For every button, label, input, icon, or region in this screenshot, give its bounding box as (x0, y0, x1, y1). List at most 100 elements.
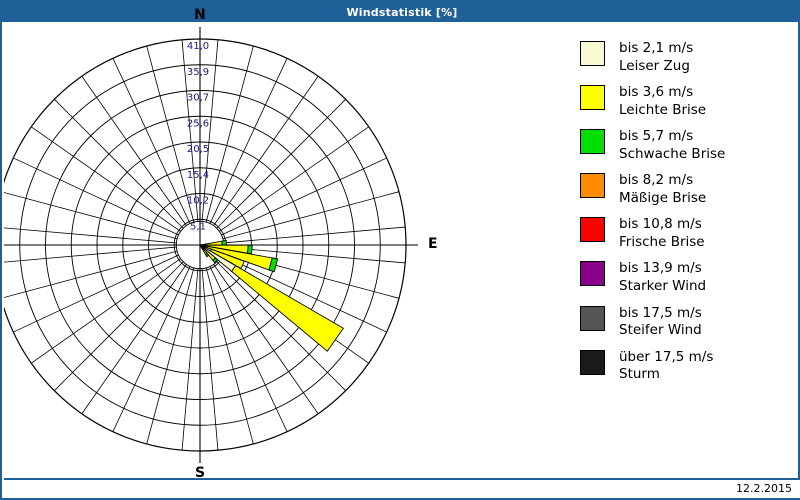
radial-tick-label: 20,5 (187, 144, 209, 155)
grid-spoke (81, 264, 187, 414)
grid-spoke (216, 99, 346, 229)
legend-item-text: bis 10,8 m/s Frische Brise (619, 216, 705, 251)
legend-item-name: Leiser Zug (619, 57, 690, 74)
wind-rose-svg: 5,1 10,2 15,4 20,5 25,6 30,7 35,9 41,0 (4, 27, 418, 463)
legend-item-text: bis 8,2 m/s Mäßige Brise (619, 172, 706, 207)
legend: bis 2,1 m/s Leiser Zug bis 3,6 m/s Leichte … (580, 40, 795, 393)
grid-spoke (146, 267, 195, 445)
wind-rose-chart: 5,110,215,420,525,630,735,941,0 N E S W (4, 7, 562, 481)
wind-rose-petals (199, 239, 345, 352)
grid-spoke (31, 126, 181, 232)
radial-tick-label: 5,1 (190, 221, 206, 232)
grid-spoke (219, 126, 369, 232)
legend-item-speed: bis 5,7 m/s (619, 128, 694, 145)
legend-item-text: bis 5,7 m/s Schwache Brise (619, 128, 725, 163)
compass-label-east: E (428, 236, 438, 252)
legend-swatch-frische-brise (580, 217, 605, 243)
grid-spoke (216, 261, 346, 391)
legend-item-name: Schwache Brise (619, 145, 726, 162)
legend-item-name: Starker Wind (619, 278, 707, 295)
legend-item: bis 10,8 m/s Frische Brise (580, 216, 795, 251)
legend-swatch-steifer-wind (580, 305, 605, 331)
grid-spoke (4, 227, 177, 244)
compass-label-south: S (195, 465, 206, 481)
legend-swatch-leiser-zug (580, 41, 605, 66)
legend-item: über 17,5 m/s Sturm (580, 349, 795, 384)
grid-spoke (201, 39, 219, 222)
grid-spoke (4, 250, 178, 298)
legend-item-speed: bis 13,9 m/s (619, 260, 702, 277)
wind-rose-petal-segment (247, 244, 253, 255)
grid-spoke (13, 157, 179, 236)
grid-spoke (201, 268, 219, 451)
window-title-bar: Windstatistik [%] (2, 2, 800, 22)
legend-item-text: bis 3,6 m/s Leichte Brise (619, 84, 706, 119)
grid-spoke (223, 226, 406, 244)
legend-item: bis 8,2 m/s Mäßige Brise (580, 172, 795, 207)
legend-item-speed: über 17,5 m/s (619, 348, 714, 365)
radial-tick-label: 35,9 (187, 67, 209, 78)
legend-item-name: Mäßige Brise (619, 189, 707, 206)
grid-spoke (4, 246, 177, 263)
date-label: 12.2.2015 (736, 482, 792, 495)
legend-item-speed: bis 8,2 m/s (619, 172, 694, 189)
wind-rose-petal-segment (268, 257, 279, 273)
grid-spoke (112, 58, 191, 224)
grid-spoke (213, 76, 319, 226)
legend-item: bis 13,9 m/s Starker Wind (580, 260, 795, 295)
legend-item: bis 2,1 m/s Leiser Zug (580, 40, 795, 75)
radial-tick-labels: 5,1 10,2 15,4 20,5 25,6 30,7 35,9 41,0 (187, 41, 209, 232)
legend-item-text: über 17,5 m/s Sturm (619, 349, 713, 384)
grid-spoke (205, 267, 254, 445)
grid-spoke (209, 266, 288, 432)
radial-tick-label: 41,0 (187, 41, 209, 52)
legend-item-text: bis 13,9 m/s Starker Wind (619, 260, 706, 295)
legend-item-speed: bis 2,1 m/s (619, 40, 694, 56)
legend-item: bis 17,5 m/s Steifer Wind (580, 305, 795, 340)
grid-spoke (222, 191, 400, 240)
grid-spoke (81, 76, 187, 226)
radial-tick-label: 30,7 (187, 93, 209, 104)
legend-item-speed: bis 3,6 m/s (619, 84, 694, 101)
grid-spoke (54, 99, 184, 229)
legend-swatch-sturm (580, 349, 605, 375)
radial-tick-label: 15,4 (187, 170, 209, 181)
legend-item-name: Steifer Wind (619, 322, 702, 339)
grid-spoke (181, 268, 199, 451)
wind-rose-petal-segment (204, 252, 210, 258)
legend-item-speed: bis 10,8 m/s (619, 216, 702, 233)
legend-item: bis 5,7 m/s Schwache Brise (580, 128, 795, 163)
grid-spoke (13, 254, 179, 333)
radial-tick-label: 25,6 (187, 118, 209, 129)
grid-spoke (146, 45, 195, 223)
legend-item-text: bis 17,5 m/s Steifer Wind (619, 305, 702, 340)
compass-label-north: N (194, 7, 206, 23)
grid-spoke (31, 258, 181, 364)
legend-item-text: bis 2,1 m/s Leiser Zug (619, 40, 693, 75)
legend-item-name: Leichte Brise (619, 101, 707, 118)
footer-bar: 12.2.2015 (4, 478, 800, 498)
legend-swatch-leichte-brise (580, 85, 605, 111)
grid-spoke (205, 45, 254, 223)
wind-rose-petal-segment (212, 257, 219, 264)
grid-spoke (223, 246, 406, 264)
legend-item-name: Sturm (619, 366, 660, 383)
grid-spoke (209, 58, 288, 224)
legend-swatch-starker-wind (580, 261, 605, 287)
wind-rose-petal-segment (221, 239, 228, 246)
grid-spoke (221, 254, 387, 333)
grid-spoke (221, 157, 387, 236)
wind-rose-petal-segment (231, 265, 345, 352)
legend-item-speed: bis 17,5 m/s (619, 304, 702, 321)
radial-tick-label: 10,2 (187, 196, 209, 207)
grid-spoke (112, 266, 191, 432)
legend-item: bis 3,6 m/s Leichte Brise (580, 84, 795, 119)
grid-spoke (54, 261, 184, 391)
grid-spoke (213, 264, 319, 414)
window-title: Windstatistik [%] (346, 5, 458, 19)
legend-swatch-schwache-brise (580, 129, 605, 155)
grid-spoke (181, 39, 199, 222)
grid-spoke (4, 192, 178, 240)
legend-swatch-maessige-brise (580, 173, 605, 199)
